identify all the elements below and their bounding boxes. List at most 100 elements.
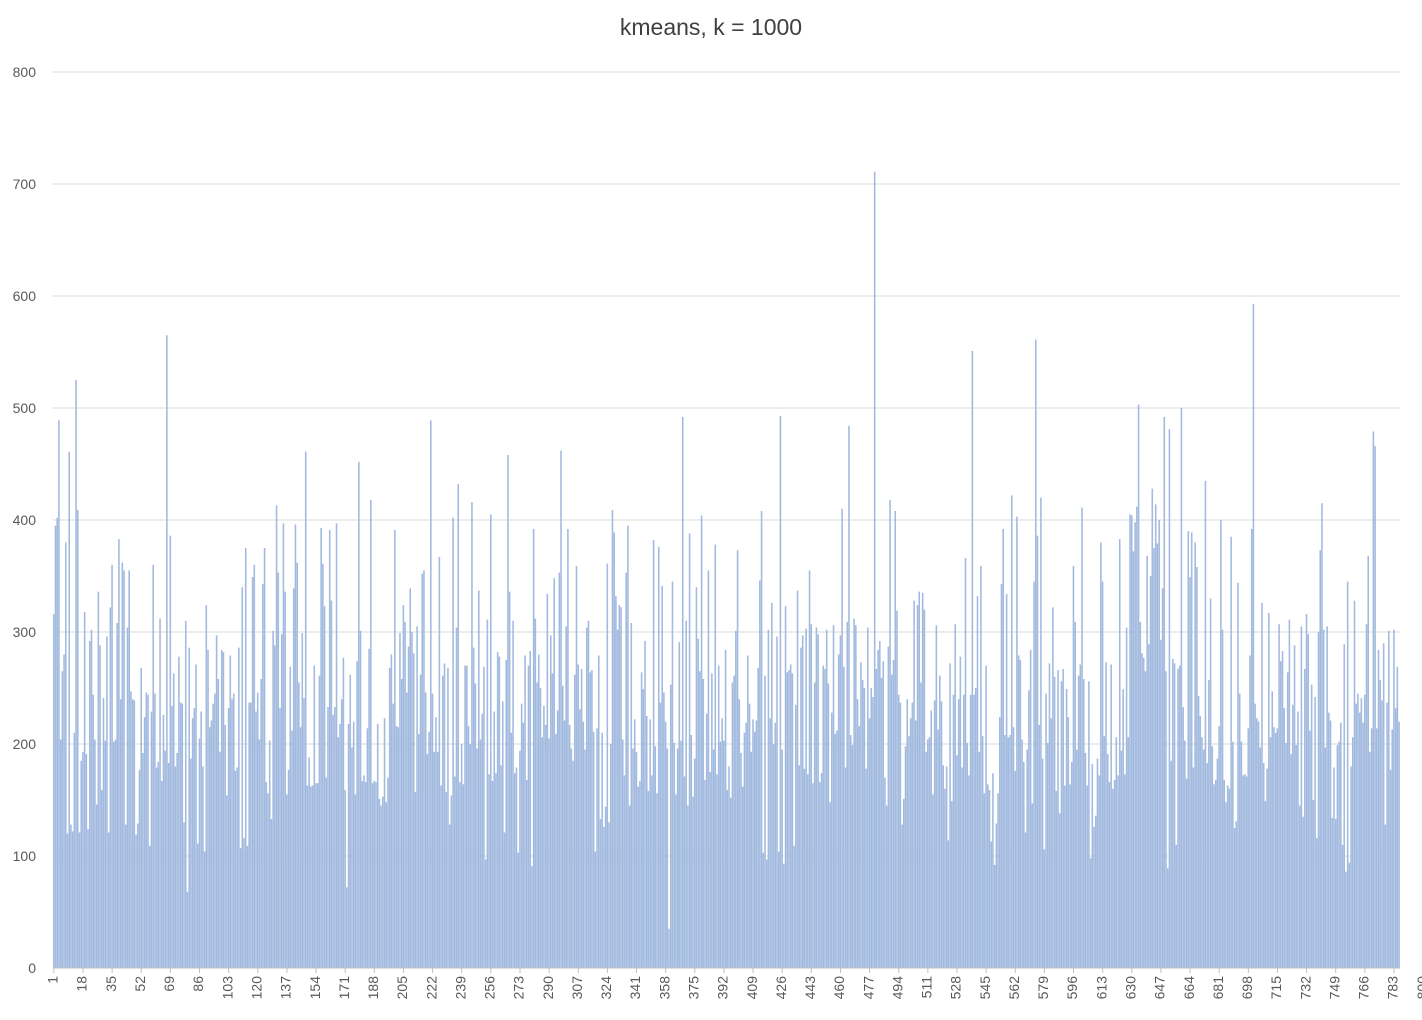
bar-755 [1345, 871, 1347, 968]
bar-379 [700, 515, 703, 968]
bar-117 [251, 577, 254, 968]
bar-710 [1268, 612, 1270, 968]
x-tick-label: 1 [45, 976, 61, 984]
bar-741 [1321, 503, 1323, 968]
bar-317 [594, 851, 597, 968]
bar-764 [1360, 698, 1363, 968]
bar-372 [688, 533, 691, 968]
bar-16 [78, 832, 81, 968]
bar-658 [1178, 665, 1181, 968]
x-tick-label: 749 [1326, 976, 1342, 1000]
bar-769 [1369, 751, 1371, 968]
bar-277 [525, 779, 528, 968]
bar-615 [1105, 662, 1107, 968]
bar-616 [1106, 754, 1109, 968]
bar-779 [1386, 702, 1388, 968]
bar-600 [1079, 664, 1082, 968]
bar-666 [1192, 767, 1195, 968]
bar-355 [659, 702, 662, 968]
bar-570 [1028, 690, 1030, 968]
bar-389 [717, 665, 720, 968]
bar-744 [1326, 626, 1328, 968]
bar-730 [1302, 816, 1304, 968]
bar-535 [968, 775, 970, 968]
bar-500 [908, 736, 910, 968]
bar-414 [760, 511, 763, 968]
bar-691 [1235, 821, 1238, 968]
bar-618 [1110, 664, 1112, 968]
bar-199 [392, 703, 394, 968]
bar-169 [340, 699, 343, 968]
bar-104 [229, 655, 232, 968]
bar-630 [1130, 515, 1133, 968]
bar-106 [232, 693, 235, 968]
bar-249 [478, 590, 480, 968]
bar-341 [635, 751, 638, 968]
bar-397 [731, 682, 734, 968]
bar-582 [1048, 663, 1051, 968]
bar-228 [442, 675, 444, 968]
bar-94 [212, 703, 214, 968]
bar-739 [1317, 632, 1320, 968]
bar-92 [208, 727, 211, 968]
bar-692 [1237, 582, 1239, 968]
x-tick-label: 69 [161, 976, 177, 992]
bar-651 [1166, 868, 1169, 968]
bar-668 [1196, 567, 1198, 968]
bar-508 [921, 592, 924, 968]
bar-541 [978, 751, 980, 968]
bar-550 [993, 864, 996, 968]
bar-454 [829, 802, 831, 968]
bar-203 [399, 633, 401, 968]
bar-320 [599, 819, 602, 968]
x-tick-label: 171 [336, 976, 352, 1000]
bar-248 [476, 748, 478, 968]
bar-148 [304, 451, 307, 968]
bar-357 [663, 692, 665, 968]
bar-154 [315, 783, 317, 968]
bar-131 [275, 505, 278, 968]
bar-609 [1094, 815, 1097, 968]
bar-706 [1261, 602, 1263, 968]
bar-157 [320, 527, 322, 968]
bar-142 [294, 524, 297, 968]
bar-534 [966, 742, 969, 968]
bar-459 [837, 654, 840, 968]
x-tick-label: 579 [1035, 976, 1051, 1000]
bar-464 [846, 621, 849, 968]
bar-407 [748, 703, 751, 968]
bar-173 [347, 723, 350, 968]
bar-537 [971, 350, 974, 968]
bar-637 [1142, 657, 1145, 968]
bar-777 [1382, 643, 1385, 968]
bar-742 [1322, 629, 1325, 968]
bar-81 [190, 758, 192, 968]
bar-301 [567, 528, 569, 968]
bar-149 [306, 785, 309, 968]
bar-492 [894, 511, 897, 968]
bar-197 [388, 667, 391, 968]
x-tick-label: 239 [452, 976, 468, 1000]
bar-276 [524, 655, 526, 968]
bar-245 [471, 502, 473, 968]
bar-354 [657, 546, 660, 968]
bar-58 [150, 711, 153, 968]
bar-603 [1084, 752, 1087, 968]
bar-572 [1031, 803, 1034, 968]
bar-243 [467, 726, 470, 968]
bar-395 [728, 766, 730, 968]
bar-2 [54, 525, 57, 968]
bar-421 [772, 744, 775, 968]
bar-699 [1249, 655, 1251, 968]
bar-660 [1182, 707, 1184, 968]
bar-403 [741, 786, 744, 968]
bar-254 [486, 619, 489, 968]
bar-663 [1187, 531, 1190, 968]
bar-427 [783, 863, 785, 968]
bar-167 [337, 737, 340, 968]
bar-484 [880, 677, 883, 968]
bar-463 [844, 767, 847, 968]
bar-190 [376, 723, 379, 968]
bar-529 [957, 699, 960, 968]
bar-268 [510, 732, 513, 968]
